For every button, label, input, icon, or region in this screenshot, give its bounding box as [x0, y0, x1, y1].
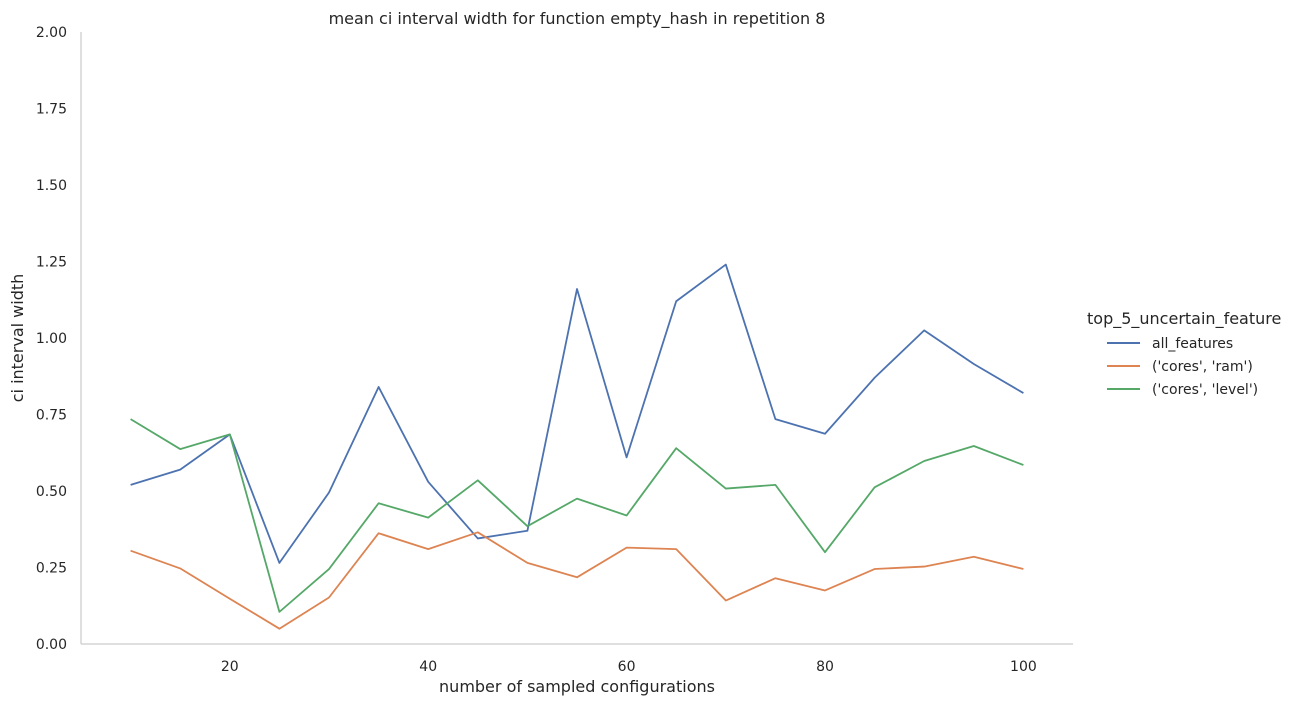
y-tick-label: 1.50: [36, 178, 67, 194]
series-lines: [130, 263, 1024, 630]
x-tick-label: 80: [816, 659, 834, 675]
plot-area: 20 40 60 80 100 0.00 0.25 0.50 0.75 1.00 1.25 1.50…: [36, 25, 1073, 675]
x-axis-label: number of sampled configurations: [439, 677, 715, 696]
x-tick-label: 40: [419, 659, 437, 675]
legend-title: top_5_uncertain_feature: [1087, 309, 1281, 329]
legend-label: all_features: [1152, 336, 1233, 352]
y-tick-labels: 0.00 0.25 0.50 0.75 1.00 1.25 1.50 1.75 2.00: [36, 25, 67, 653]
x-tick-label: 60: [618, 659, 636, 675]
legend-label: ('cores', 'level'): [1152, 382, 1258, 398]
series-line: [130, 531, 1024, 630]
legend-label: ('cores', 'ram'): [1152, 359, 1253, 375]
y-tick-label: 1.00: [36, 331, 67, 347]
x-tick-label: 100: [1010, 659, 1037, 675]
y-tick-label: 0.75: [36, 408, 67, 424]
y-axis-label: ci interval width: [8, 274, 27, 403]
y-tick-label: 2.00: [36, 25, 67, 41]
y-tick-label: 0.50: [36, 484, 67, 500]
y-tick-label: 1.75: [36, 102, 67, 118]
x-tick-label: 20: [221, 659, 239, 675]
y-tick-label: 1.25: [36, 255, 67, 271]
series-line: [130, 418, 1024, 613]
series-line: [130, 263, 1024, 564]
chart-title: mean ci interval width for function empt…: [329, 9, 826, 29]
legend: top_5_uncertain_feature all_features ('co…: [1087, 309, 1281, 398]
y-tick-label: 0.25: [36, 561, 67, 577]
x-tick-labels: 20 40 60 80 100: [221, 659, 1037, 675]
y-tick-label: 0.00: [36, 637, 67, 653]
